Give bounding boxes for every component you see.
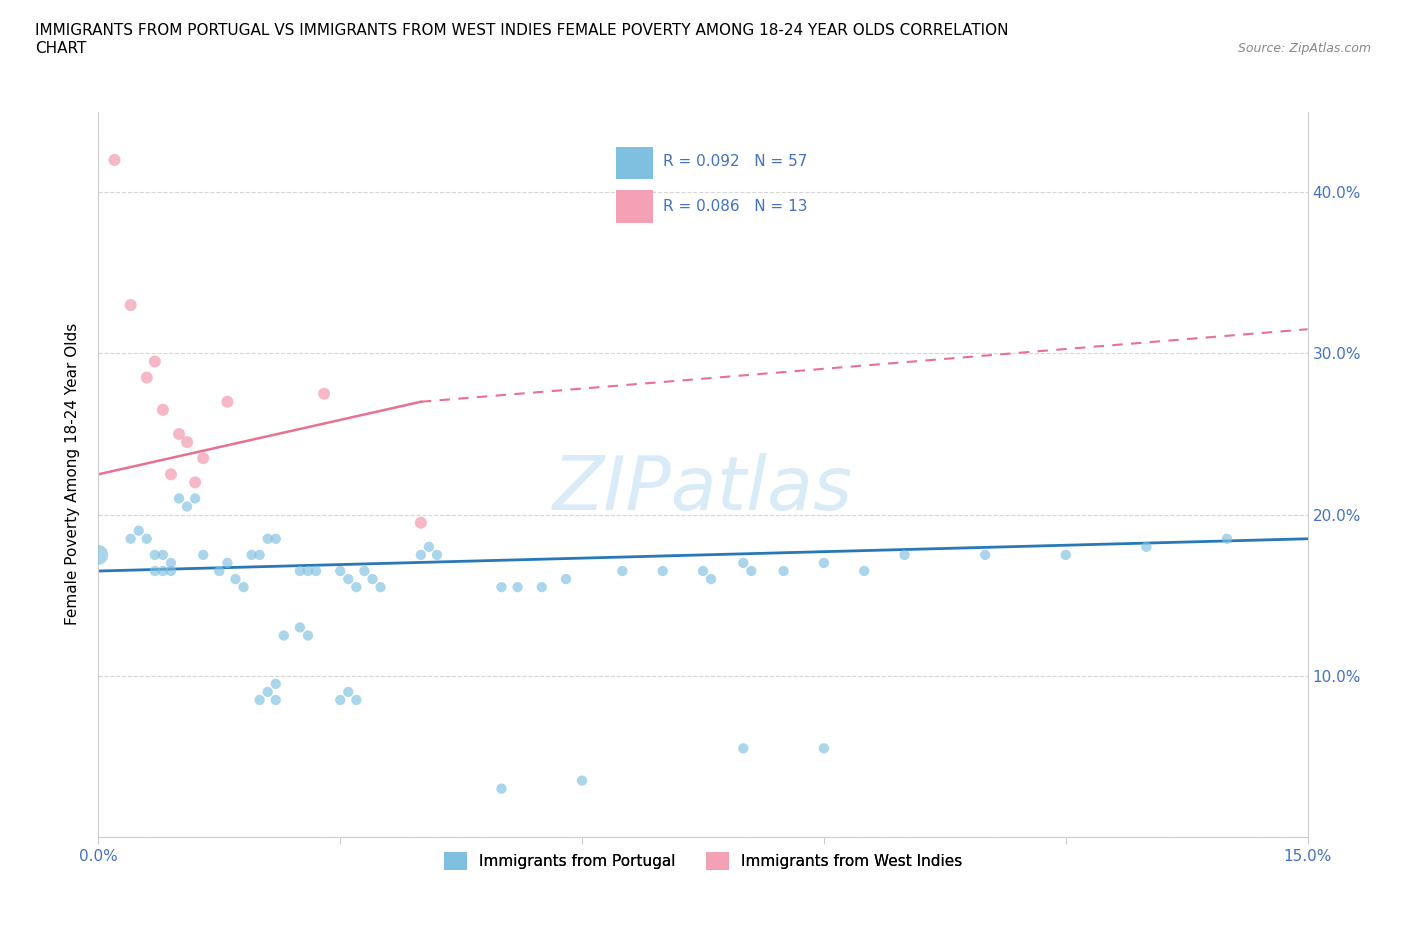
Point	[409, 515, 432, 530]
Point	[167, 491, 190, 506]
Point	[491, 781, 513, 796]
Point	[370, 579, 392, 594]
Point	[273, 628, 295, 643]
Point	[651, 564, 673, 578]
Point	[692, 564, 714, 578]
Point	[530, 579, 553, 594]
Point	[353, 564, 375, 578]
Point	[893, 548, 915, 563]
Point	[256, 531, 278, 546]
Point	[217, 394, 239, 409]
Point	[853, 564, 876, 578]
Point	[571, 773, 593, 788]
Point	[733, 741, 755, 756]
Point	[418, 539, 440, 554]
Y-axis label: Female Poverty Among 18-24 Year Olds: Female Poverty Among 18-24 Year Olds	[65, 324, 80, 626]
Text: Source: ZipAtlas.com: Source: ZipAtlas.com	[1237, 42, 1371, 55]
Point	[1135, 539, 1157, 554]
Text: IMMIGRANTS FROM PORTUGAL VS IMMIGRANTS FROM WEST INDIES FEMALE POVERTY AMONG 18-: IMMIGRANTS FROM PORTUGAL VS IMMIGRANTS F…	[35, 23, 1008, 56]
Point	[176, 499, 198, 514]
Point	[612, 564, 634, 578]
Point	[426, 548, 449, 563]
Text: ZIPatlas: ZIPatlas	[553, 453, 853, 525]
Point	[337, 572, 360, 587]
Point	[264, 531, 287, 546]
Point	[288, 620, 311, 635]
Point	[232, 579, 254, 594]
Point	[160, 555, 183, 570]
Point	[152, 564, 174, 578]
Point	[409, 548, 432, 563]
Point	[193, 548, 215, 563]
Point	[314, 386, 336, 401]
Point	[249, 693, 271, 708]
Point	[1216, 531, 1239, 546]
Point	[813, 555, 835, 570]
Point	[128, 524, 150, 538]
Point	[344, 693, 367, 708]
Point	[120, 298, 142, 312]
Point	[160, 564, 183, 578]
Point	[135, 531, 157, 546]
Point	[256, 684, 278, 699]
Point	[193, 451, 215, 466]
Legend: Immigrants from Portugal, Immigrants from West Indies: Immigrants from Portugal, Immigrants fro…	[437, 845, 969, 876]
Point	[143, 564, 166, 578]
Point	[1054, 548, 1077, 563]
Point	[772, 564, 794, 578]
Point	[361, 572, 384, 587]
Point	[167, 427, 190, 442]
Point	[700, 572, 723, 587]
Point	[240, 548, 263, 563]
Point	[217, 555, 239, 570]
Point	[176, 434, 198, 449]
Point	[344, 579, 367, 594]
Point	[224, 572, 246, 587]
Point	[120, 531, 142, 546]
Point	[143, 548, 166, 563]
Point	[152, 548, 174, 563]
Point	[135, 370, 157, 385]
Point	[555, 572, 578, 587]
Point	[297, 628, 319, 643]
Point	[974, 548, 997, 563]
Point	[491, 579, 513, 594]
Point	[160, 467, 183, 482]
Point	[733, 555, 755, 570]
Point	[143, 354, 166, 369]
Point	[103, 153, 125, 167]
Point	[329, 564, 352, 578]
Point	[288, 564, 311, 578]
Point	[152, 403, 174, 418]
Point	[264, 676, 287, 691]
Point	[184, 491, 207, 506]
Point	[87, 548, 110, 563]
Point	[184, 475, 207, 490]
Point	[813, 741, 835, 756]
Point	[208, 564, 231, 578]
Point	[297, 564, 319, 578]
Point	[337, 684, 360, 699]
Point	[305, 564, 328, 578]
Point	[740, 564, 762, 578]
Point	[506, 579, 529, 594]
Point	[329, 693, 352, 708]
Point	[264, 693, 287, 708]
Point	[249, 548, 271, 563]
